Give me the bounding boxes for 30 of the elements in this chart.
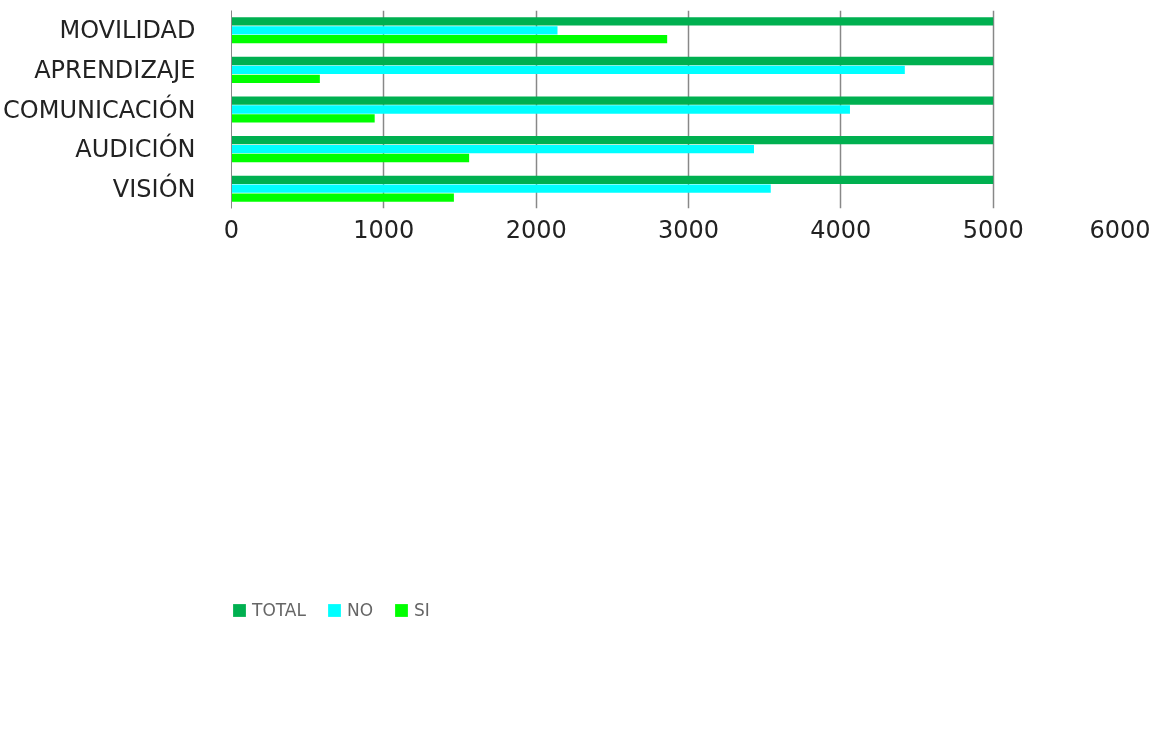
y-tick-label: COMUNICACIÓN [3, 93, 196, 124]
bar [231, 65, 905, 75]
bar [231, 74, 320, 83]
x-tick-label: 0 [223, 215, 240, 244]
bar [231, 175, 994, 184]
legend-label: SI [414, 600, 431, 620]
x-tick-label: 6000 [1089, 215, 1151, 244]
x-tick-label: 5000 [962, 215, 1024, 244]
bar [231, 136, 994, 145]
x-tick-label: 2000 [505, 215, 567, 244]
y-tick-label: MOVILIDAD [59, 16, 196, 45]
x-tick-label: 3000 [657, 215, 720, 244]
bar [231, 184, 771, 193]
x-tick-label: 1000 [353, 215, 415, 244]
legend-label: TOTAL [252, 600, 306, 620]
bar [231, 96, 994, 105]
bar [231, 26, 558, 35]
y-tick-label: AUDICIÓN [75, 133, 196, 164]
y-tick-label: APRENDIZAJE [34, 55, 196, 84]
bar [231, 35, 668, 44]
bar [231, 193, 454, 202]
legend-label: NO [346, 600, 374, 620]
bar [231, 56, 994, 66]
y-tick-label: VISIÓN [112, 172, 196, 203]
bar [231, 144, 754, 154]
x-tick-label: 4000 [810, 215, 872, 244]
bar [231, 105, 850, 114]
bar [231, 17, 994, 26]
bar [231, 153, 470, 163]
bar [231, 114, 375, 123]
